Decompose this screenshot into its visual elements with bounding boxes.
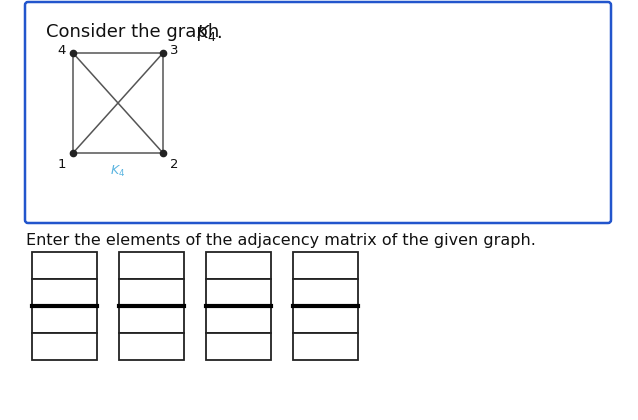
Bar: [32, 306, 97, 333]
Text: 1: 1: [58, 158, 66, 171]
Bar: [206, 333, 271, 360]
Text: $\it{K}_{4}$.: $\it{K}_{4}$.: [196, 23, 222, 43]
Bar: [293, 279, 358, 306]
Bar: [206, 306, 271, 333]
Bar: [119, 279, 184, 306]
Bar: [293, 252, 358, 279]
Bar: [32, 279, 97, 306]
Bar: [206, 252, 271, 279]
Text: 2: 2: [170, 158, 178, 171]
Text: 3: 3: [170, 45, 178, 58]
Bar: [119, 252, 184, 279]
Bar: [32, 333, 97, 360]
Text: 4: 4: [58, 45, 66, 58]
Bar: [293, 333, 358, 360]
Text: Enter the elements of the adjacency matrix of the given graph.: Enter the elements of the adjacency matr…: [26, 233, 536, 248]
FancyBboxPatch shape: [25, 2, 611, 223]
Text: Consider the graph: Consider the graph: [46, 23, 225, 41]
Bar: [206, 279, 271, 306]
Bar: [32, 252, 97, 279]
Bar: [293, 306, 358, 333]
Bar: [119, 333, 184, 360]
Text: $\it{K}_{4}$: $\it{K}_{4}$: [110, 163, 126, 178]
Bar: [119, 306, 184, 333]
